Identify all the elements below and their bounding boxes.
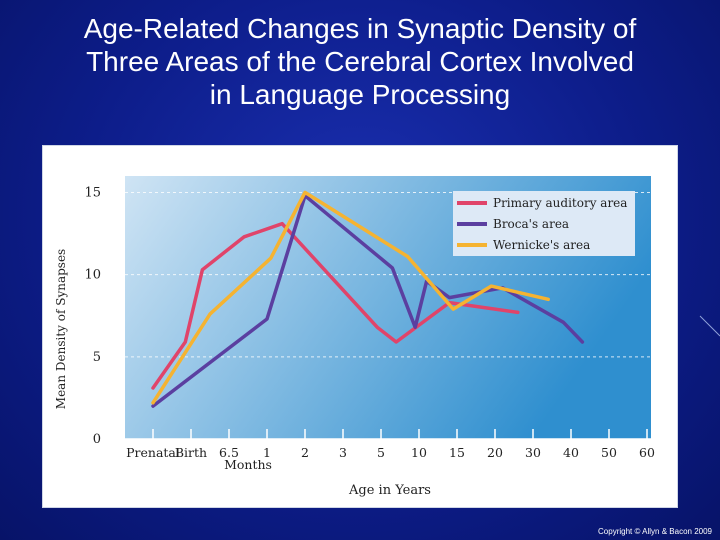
x-tick-label: 15 <box>449 445 465 460</box>
x-tick-label: 5 <box>377 445 385 460</box>
x-tick-label: 3 <box>339 445 347 460</box>
x-tick-label: Prenatal <box>126 445 180 460</box>
chart-frame: 0 5 10 15 Prenatal Birth 6.5 1 2 3 5 10 15 20 30 40 50 60… <box>42 145 678 508</box>
legend-label-auditory: Primary auditory area <box>493 196 627 210</box>
x-tick-label: Birth <box>175 445 207 460</box>
y-tick-label: 0 <box>93 432 101 447</box>
x-tick-label: 30 <box>525 445 541 460</box>
x-tick-label: 6.5 <box>219 445 239 460</box>
x-tick-label: 50 <box>601 445 617 460</box>
x-tick-label: 20 <box>487 445 503 460</box>
y-tick-label: 10 <box>84 268 101 283</box>
slide-title-line-1: Age-Related Changes in Synaptic Density … <box>83 13 637 44</box>
legend-label-broca: Broca's area <box>493 217 569 231</box>
x-tick-label: 2 <box>301 445 309 460</box>
copyright-notice: Copyright © Allyn & Bacon 2009 <box>598 527 712 536</box>
y-tick-label: 5 <box>93 350 101 365</box>
legend-label-wernicke: Wernicke's area <box>493 238 590 252</box>
series-line-broca <box>151 193 585 408</box>
x-sublabel-months: Months <box>224 457 272 472</box>
x-tick-label: 10 <box>411 445 427 460</box>
series-line-auditory <box>151 221 520 390</box>
series-line-wernicke <box>151 190 550 405</box>
slide-title: Age-Related Changes in Synaptic Density … <box>20 12 700 111</box>
x-tick-label: 40 <box>563 445 579 460</box>
slide-title-line-3: in Language Processing <box>209 79 511 110</box>
slide-title-line-2: Three Areas of the Cerebral Cortex Invol… <box>86 46 634 77</box>
decorative-line-mark <box>699 315 720 337</box>
y-axis-label: Mean Density of Synapses <box>54 249 68 409</box>
x-tick-label: 1 <box>263 445 271 460</box>
x-tick-label: 60 <box>639 445 655 460</box>
y-tick-label: 15 <box>84 185 101 200</box>
x-axis-label: Age in Years <box>348 483 431 498</box>
